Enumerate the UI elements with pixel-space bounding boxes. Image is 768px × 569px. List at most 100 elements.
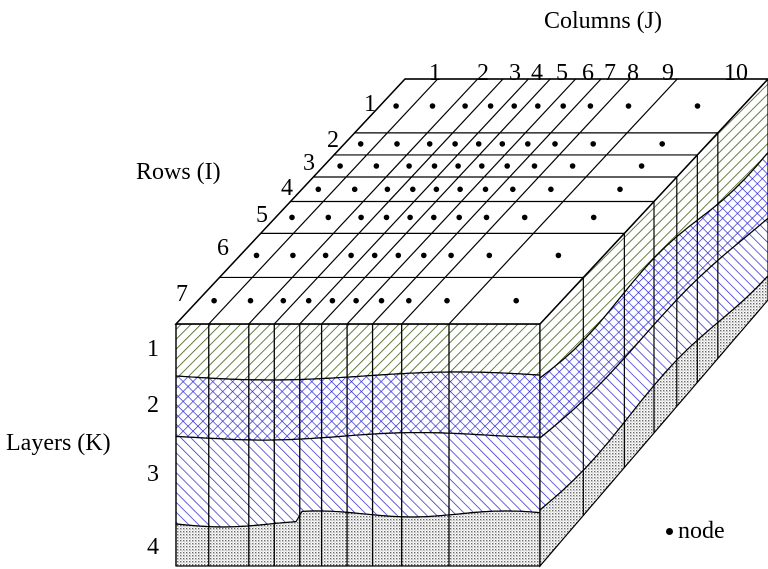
node-marker xyxy=(315,186,322,193)
node-marker xyxy=(504,163,511,169)
node-marker xyxy=(431,214,437,221)
node-marker xyxy=(384,186,391,193)
node-marker xyxy=(483,214,490,221)
node-marker xyxy=(373,163,380,169)
rows-axis-title: Rows (I) xyxy=(136,159,221,185)
node-marker xyxy=(247,297,254,304)
column-label: 2 xyxy=(477,60,489,86)
node-marker xyxy=(487,103,494,109)
node-marker xyxy=(479,163,485,169)
node-marker xyxy=(394,141,400,147)
node-marker xyxy=(407,214,413,221)
row-label: 6 xyxy=(217,235,229,261)
column-label: 1 xyxy=(429,60,441,86)
node-marker xyxy=(617,186,623,193)
node-marker xyxy=(531,163,538,169)
columns-axis-title: Columns (J) xyxy=(544,8,663,34)
column-label: 5 xyxy=(556,60,568,86)
node-marker xyxy=(351,186,358,193)
node-marker xyxy=(421,252,427,259)
node-marker xyxy=(393,103,399,109)
column-label: 6 xyxy=(582,60,594,86)
node-marker xyxy=(433,186,440,193)
layer-band-front xyxy=(175,371,541,441)
row-label: 7 xyxy=(176,281,188,307)
node-marker xyxy=(482,186,489,193)
layer-band-front xyxy=(175,323,541,381)
node-marker xyxy=(448,252,454,259)
node-marker xyxy=(337,163,343,169)
node-marker xyxy=(325,214,332,221)
node-marker xyxy=(429,103,436,109)
top-face xyxy=(174,78,768,325)
node-marker xyxy=(552,141,558,147)
node-marker xyxy=(525,141,531,147)
node-marker xyxy=(358,214,364,221)
layer-label: 1 xyxy=(147,336,159,362)
node-marker xyxy=(211,297,217,304)
node-marker xyxy=(406,297,412,304)
node-marker xyxy=(486,252,493,259)
node-marker xyxy=(462,103,468,109)
node-marker xyxy=(560,103,566,109)
node-marker xyxy=(452,141,458,147)
node-marker xyxy=(371,252,378,259)
node-marker xyxy=(513,297,519,304)
layer-label: 3 xyxy=(147,461,159,487)
node-marker xyxy=(305,297,312,304)
node-marker xyxy=(410,186,416,193)
node-icon xyxy=(666,528,673,535)
row-label: 2 xyxy=(327,127,339,153)
node-marker xyxy=(456,214,463,221)
node-marker xyxy=(569,163,576,169)
row-label: 4 xyxy=(281,175,293,201)
node-marker xyxy=(455,163,461,169)
node-marker xyxy=(535,103,541,109)
node-marker xyxy=(475,141,482,147)
column-label: 3 xyxy=(509,60,521,86)
node-marker xyxy=(290,252,296,259)
node-marker xyxy=(289,214,295,221)
node-marker xyxy=(395,252,402,259)
layer-label: 2 xyxy=(147,392,159,418)
node-marker xyxy=(431,163,438,169)
node-marker xyxy=(587,103,594,109)
node-marker xyxy=(253,252,260,259)
node-marker xyxy=(378,297,385,304)
node-marker xyxy=(329,297,336,304)
node-marker xyxy=(457,186,463,193)
layer-label: 4 xyxy=(147,534,159,560)
node-marker xyxy=(590,141,596,147)
node-marker xyxy=(357,141,364,147)
node-marker xyxy=(521,214,528,221)
row-label: 1 xyxy=(364,91,376,117)
node-marker xyxy=(348,252,354,259)
row-label: 5 xyxy=(256,202,268,228)
side-face xyxy=(539,78,768,568)
node-marker xyxy=(510,186,516,193)
node-marker xyxy=(511,103,517,109)
column-label: 8 xyxy=(627,60,639,86)
node-marker xyxy=(548,186,554,193)
node-marker xyxy=(280,297,287,304)
layers-axis-title: Layers (K) xyxy=(6,430,111,456)
node-marker xyxy=(694,103,701,109)
column-label: 10 xyxy=(724,60,748,86)
node-marker xyxy=(638,163,645,169)
node-marker xyxy=(659,141,665,147)
node-marker xyxy=(383,214,390,221)
node-marker xyxy=(444,297,450,304)
node-markers xyxy=(211,103,701,304)
node-marker xyxy=(406,163,412,169)
node-marker xyxy=(555,252,562,259)
node-marker xyxy=(426,141,433,147)
node-marker xyxy=(322,252,329,259)
node-legend: node xyxy=(666,518,725,545)
column-label: 4 xyxy=(531,60,543,86)
layer-bands xyxy=(175,323,541,567)
row-label: 3 xyxy=(303,150,315,176)
column-label: 9 xyxy=(662,60,674,86)
legend-label: node xyxy=(678,518,725,544)
